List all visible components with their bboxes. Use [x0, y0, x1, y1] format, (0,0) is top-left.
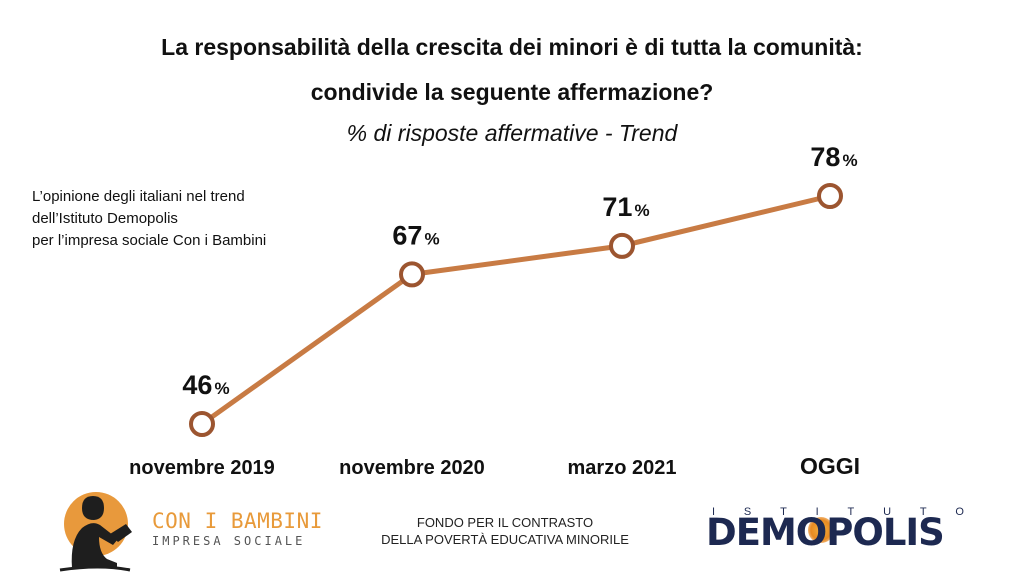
source-note: L’opinione degli italiani nel trend dell… — [32, 186, 266, 252]
brand-name: CON I BAMBINI — [152, 509, 323, 533]
data-label: 46% — [182, 370, 229, 400]
demopolis-istituto-text: I S T I T U T O — [712, 506, 964, 518]
chart-subtitle: % di risposte affermative - Trend — [346, 120, 678, 146]
demopolis-letter: T — [847, 506, 855, 518]
demopolis-letter: I — [712, 506, 716, 518]
source-note-line: L’opinione degli italiani nel trend — [32, 188, 245, 205]
data-label: 78% — [810, 142, 857, 172]
demopolis-letter: T — [919, 506, 927, 518]
child-body-icon — [71, 523, 118, 568]
chart-title-line-2: condivide la seguente affermazione? — [310, 79, 714, 105]
series-line — [200, 193, 831, 427]
book-icon — [110, 524, 132, 542]
x-tick-label: marzo 2021 — [568, 457, 677, 479]
chart-title-line-1: La responsabilità della crescita dei min… — [161, 34, 863, 60]
data-label: 67% — [392, 220, 439, 250]
demopolis-sun-icon — [808, 517, 834, 543]
data-point — [817, 183, 843, 209]
demopolis-letter: T — [780, 506, 787, 518]
data-point — [609, 232, 635, 259]
demopolis-letter: S — [743, 506, 752, 518]
trend-line-chart: 46 % novembre 2019 67 % novembre 2020 71 % marzo… — [129, 142, 860, 479]
x-tick-label: OGGI — [800, 453, 860, 479]
demopolis-letter: O — [955, 506, 964, 518]
demopolis-letter: I — [815, 506, 819, 518]
source-note-line: per l’impresa sociale Con i Bambini — [32, 232, 267, 249]
data-point — [399, 261, 425, 288]
demopolis-letter: U — [883, 506, 892, 518]
x-tick-label: novembre 2020 — [339, 457, 485, 479]
source-note-line: dell’Istituto Demopolis — [32, 210, 178, 227]
con-i-bambini-logo — [59, 492, 132, 572]
demopolis-logo-text: DEMOPOLIS — [706, 511, 945, 554]
fondo-line-2: DELLA POVERTÀ EDUCATIVA MINORILE — [381, 532, 629, 547]
fondo-line-1: FONDO PER IL CONTRASTO — [416, 515, 594, 530]
x-tick-label: novembre 2019 — [129, 457, 275, 479]
brand-subtitle: IMPRESA SOCIALE — [152, 534, 306, 548]
data-point — [189, 411, 215, 437]
fondo-text: FONDO PER IL CONTRASTO DELLA POVERTÀ EDU… — [350, 514, 660, 548]
data-label: 71% — [602, 192, 649, 222]
child-head-icon — [82, 496, 104, 520]
